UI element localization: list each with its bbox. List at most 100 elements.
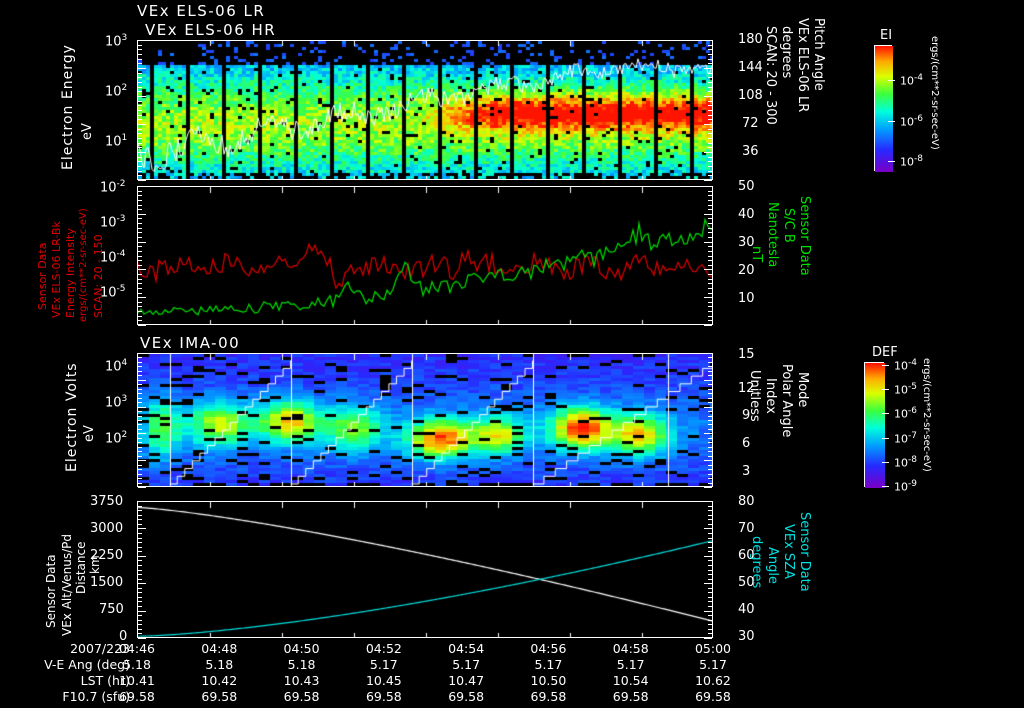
axis-tickmark [138, 542, 142, 543]
axis-tickmark [138, 73, 142, 74]
axis-tickmark [708, 101, 712, 102]
axis-tickmark [138, 579, 142, 580]
axis-tickmark [704, 124, 712, 125]
panel2-ylabel-4: SCAN: 20 - 150 [92, 234, 105, 318]
axis-tickmark [708, 597, 712, 598]
panel4-y2tick-4: 40 [738, 602, 755, 617]
footer-cell-times: 04:52 [365, 641, 402, 656]
colorbar-tickmark [882, 462, 889, 463]
axis-tickmark [138, 533, 142, 534]
panel2-ylabel-0: Sensor Data [36, 242, 49, 310]
axis-tickmark [138, 288, 142, 289]
axis-tickmark [138, 191, 142, 192]
axis-tickmark [138, 456, 142, 457]
footer-cell-ve_ang: 5.18 [123, 657, 151, 672]
footer-cell-f107: 69.58 [530, 689, 567, 704]
panel4-line-plot [137, 501, 713, 638]
axis-tickmark [704, 380, 712, 381]
colorbar-tickmark [888, 80, 895, 82]
axis-tickmark [138, 82, 142, 83]
axis-tickmark [138, 242, 146, 243]
panel2-canvas [138, 187, 712, 324]
axis-tickmark [704, 269, 712, 270]
axis-tickmark [138, 438, 142, 439]
axis-tickmark [138, 353, 146, 354]
axis-tickmark [708, 371, 712, 372]
axis-tickmark [138, 380, 146, 381]
axis-tickmark [708, 570, 712, 571]
panel3-title: VEx IMA-00 [140, 334, 241, 352]
footer-cell-f107: 69.58 [695, 689, 731, 704]
panel4-ytick-1: 3000 [90, 521, 124, 536]
axis-tickmark [138, 214, 146, 215]
axis-tickmark [708, 161, 712, 162]
axis-tickmark [708, 138, 712, 139]
axis-tickmark [138, 325, 146, 326]
axis-tickmark [138, 209, 142, 210]
footer-cell-lst: 10.50 [530, 673, 567, 688]
axis-tickmark [708, 260, 712, 261]
axis-tickmark [708, 615, 712, 616]
panel3-y2tick-1: 12 [738, 381, 755, 396]
axis-tickmark [138, 384, 142, 385]
axis-tickmark [708, 398, 712, 399]
axis-tickmark [138, 105, 142, 106]
axis-tickmark [704, 611, 712, 612]
axis-tickmark [138, 411, 142, 412]
axis-tickmark [708, 302, 712, 303]
axis-tickmark [708, 474, 712, 475]
axis-tickmark [708, 200, 712, 201]
axis-tickmark [704, 460, 712, 461]
axis-tickmark [138, 560, 142, 561]
axis-tickmark [138, 510, 142, 511]
footer-cell-f107: 69.58 [365, 689, 402, 704]
axis-tickmark [138, 519, 142, 520]
panel1-y2tick-4: 36 [742, 144, 759, 159]
axis-tickmark [708, 265, 712, 266]
axis-tickmark [138, 407, 146, 408]
axis-tickmark [704, 40, 712, 41]
axis-tickmark [138, 501, 146, 502]
axis-tickmark [704, 353, 712, 354]
axis-tickmark [138, 416, 142, 417]
axis-tickmark [138, 465, 142, 466]
axis-tickmark [704, 96, 712, 97]
axis-tickmark [138, 200, 142, 201]
axis-tickmark [138, 366, 142, 367]
footer-row-label-0: V-E Ang (deg) [44, 657, 130, 672]
axis-tickmark [138, 316, 142, 317]
axis-tickmark [708, 311, 712, 312]
axis-tickmark [138, 223, 142, 224]
axis-tickmark [708, 393, 712, 394]
panel3-y2label-0: Mode [795, 372, 810, 408]
axis-tickmark [704, 152, 712, 153]
panel1-yunit: eV [80, 123, 95, 140]
axis-tickmark [708, 469, 712, 470]
axis-tickmark [708, 533, 712, 534]
axis-tickmark [704, 214, 712, 215]
axis-tickmark [708, 542, 712, 543]
axis-tickmark [138, 251, 142, 252]
colorbar-tick: 10-8 [894, 455, 917, 470]
axis-tickmark [138, 232, 142, 233]
axis-tickmark [704, 583, 712, 584]
axis-tickmark [138, 171, 142, 172]
footer-cell-ve_ang: 5.17 [616, 657, 645, 672]
footer-cell-ve_ang: 5.17 [369, 657, 398, 672]
axis-tickmark [138, 77, 142, 78]
axis-tickmark [138, 375, 142, 376]
footer-cell-lst: 10.62 [695, 673, 731, 688]
axis-tickmark [708, 129, 712, 130]
axis-tickmark [704, 68, 712, 69]
axis-tickmark [708, 620, 712, 621]
axis-tickmark [708, 45, 712, 46]
axis-tickmark [708, 519, 712, 520]
panel4-y2label-0: Sensor Data [797, 512, 812, 592]
axis-tickmark [138, 615, 142, 616]
panel1-y2tick-3: 72 [742, 116, 759, 131]
panel4-canvas [138, 502, 712, 637]
panel3-y2tick-4: 3 [742, 464, 751, 479]
axis-tickmark [708, 246, 712, 247]
axis-tickmark [708, 293, 712, 294]
axis-tickmark [708, 143, 712, 144]
